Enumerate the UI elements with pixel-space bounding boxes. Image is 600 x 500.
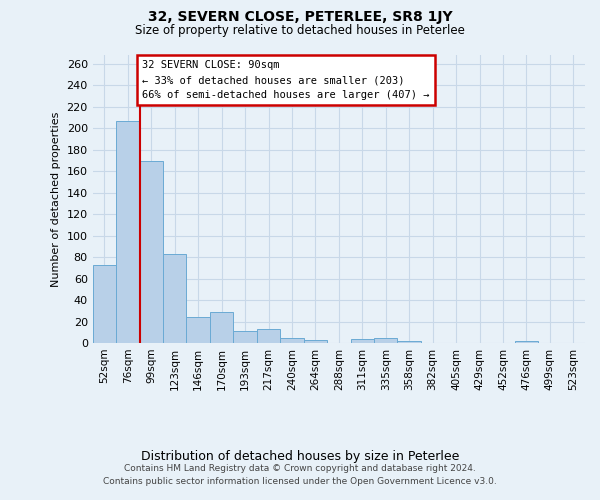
Text: Contains HM Land Registry data © Crown copyright and database right 2024.
Contai: Contains HM Land Registry data © Crown c… — [103, 464, 497, 486]
Bar — [140, 162, 163, 343]
Bar — [257, 329, 280, 343]
Text: Distribution of detached houses by size in Peterlee: Distribution of detached houses by size … — [141, 450, 459, 463]
Bar — [116, 120, 140, 343]
Bar — [397, 341, 421, 343]
Bar — [280, 338, 304, 343]
Bar — [163, 254, 187, 343]
Bar — [515, 341, 538, 343]
Bar — [304, 340, 327, 343]
Text: 32 SEVERN CLOSE: 90sqm
← 33% of detached houses are smaller (203)
66% of semi-de: 32 SEVERN CLOSE: 90sqm ← 33% of detached… — [142, 60, 430, 100]
Text: 32, SEVERN CLOSE, PETERLEE, SR8 1JY: 32, SEVERN CLOSE, PETERLEE, SR8 1JY — [148, 10, 452, 24]
Bar — [374, 338, 397, 343]
Bar — [350, 338, 374, 343]
Y-axis label: Number of detached properties: Number of detached properties — [51, 112, 61, 286]
Bar — [92, 264, 116, 343]
Text: Size of property relative to detached houses in Peterlee: Size of property relative to detached ho… — [135, 24, 465, 37]
Bar — [233, 331, 257, 343]
Bar — [187, 317, 210, 343]
Bar — [210, 312, 233, 343]
